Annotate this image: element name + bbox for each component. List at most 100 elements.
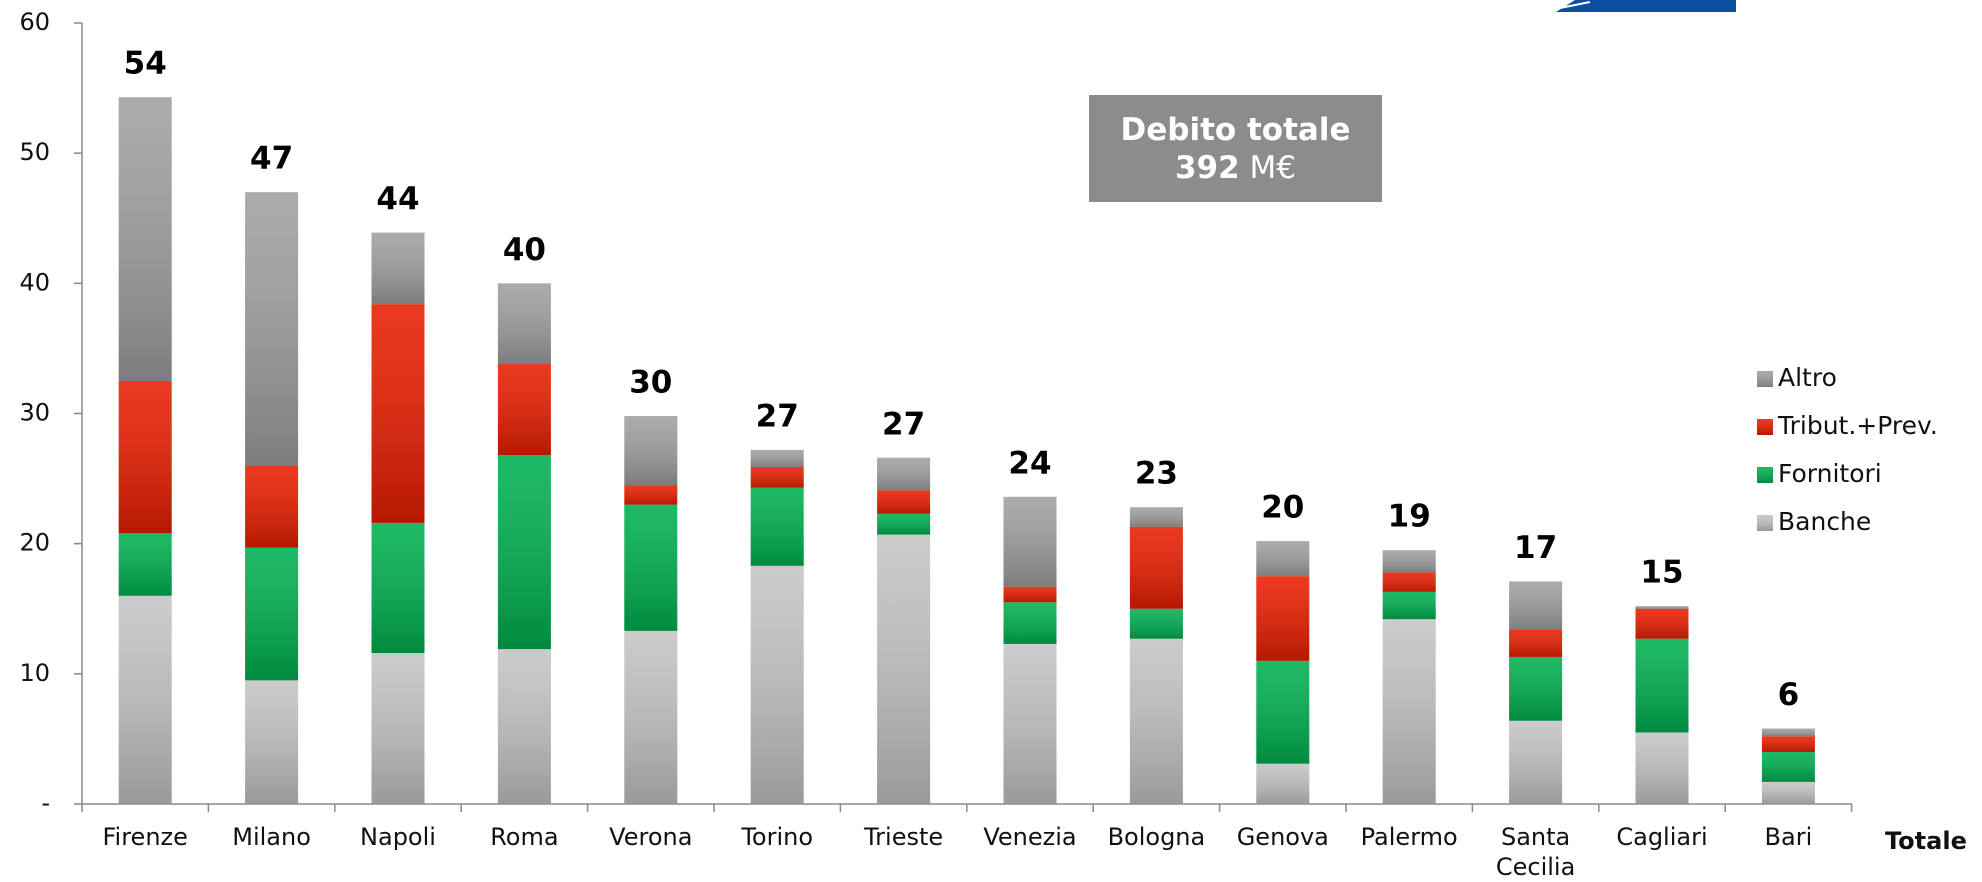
total-axis-label: Totale (1885, 827, 1967, 855)
bar-shade (1761, 736, 1815, 752)
bar-shade (750, 466, 804, 488)
x-tick-label: Bari (1764, 823, 1813, 851)
bar-shade (245, 680, 299, 804)
bar-shade (1509, 720, 1563, 804)
x-tick-label: Milano (232, 823, 311, 851)
legend-label: Banche (1778, 507, 1871, 536)
bar-shade (1761, 751, 1815, 782)
total-label: 30 (629, 365, 672, 401)
legend-label: Fornitori (1778, 459, 1882, 488)
x-tick-label: Cagliari (1616, 823, 1708, 851)
bar-shade (497, 649, 551, 804)
y-tick-label: 20 (19, 529, 50, 557)
bar-shade (1003, 602, 1057, 644)
annotation-value: 392 (1174, 149, 1240, 186)
bar-shade (371, 304, 425, 523)
legend-label: Tribut.+Prev. (1777, 411, 1938, 440)
bar-shade (1256, 660, 1310, 764)
bar-shade (1761, 781, 1815, 804)
legend-swatch-shade (1757, 515, 1773, 531)
y-tick-label: 40 (19, 268, 50, 296)
x-tick-label: Firenze (102, 823, 188, 851)
bar-shade (624, 485, 678, 505)
x-tick-label: Venezia (983, 823, 1077, 851)
x-tick-label: Verona (609, 823, 693, 851)
bar-shade (1761, 728, 1815, 737)
legend-swatch-shade (1757, 419, 1773, 435)
y-tick-label: - (41, 789, 50, 817)
total-label: 54 (124, 46, 167, 82)
bar-shade (1509, 581, 1563, 630)
annotation-title: Debito totale (1120, 111, 1351, 148)
bar-shade (497, 283, 551, 365)
bar-shade (624, 416, 678, 486)
bar-shade (750, 487, 804, 566)
bar-shade (1635, 638, 1689, 733)
bar-shade (1635, 606, 1689, 609)
bar-shade (624, 630, 678, 804)
total-label: 23 (1135, 456, 1178, 492)
annotation-unit: M€ (1249, 149, 1297, 186)
x-tick-label: Torino (741, 823, 814, 851)
bar-shade (118, 595, 172, 804)
total-label: 40 (503, 232, 546, 268)
bar-shade (1635, 608, 1689, 639)
total-label: 17 (1514, 530, 1557, 566)
total-label: 47 (250, 141, 293, 177)
bar-shade (1509, 629, 1563, 657)
x-tick-label: Roma (490, 823, 559, 851)
bar-shade (1129, 638, 1183, 804)
x-tick-label: Napoli (360, 823, 436, 851)
bar-shade (1635, 732, 1689, 804)
x-tick-label: Trieste (864, 823, 944, 851)
total-label: 44 (376, 181, 419, 217)
bar-shade (1382, 550, 1436, 573)
bar-shade (497, 364, 551, 456)
bar-shade (371, 653, 425, 804)
bar-shade (1003, 586, 1057, 603)
x-tick-label: Bologna (1107, 823, 1206, 851)
bar-shade (1256, 576, 1310, 661)
bar-shade (1256, 763, 1310, 804)
x-tick-label: Santa Cecilia (1495, 823, 1576, 881)
bar-shade (877, 490, 931, 514)
y-tick-label: 60 (19, 8, 50, 36)
bar-shade (1003, 643, 1057, 804)
bar-shade (1256, 541, 1310, 577)
x-tick-label: Genova (1236, 823, 1329, 851)
annotation-box: Debito totale 392 M€ (1089, 95, 1382, 202)
bar-shade (750, 449, 804, 467)
bar-shade (497, 455, 551, 650)
bar-shade (118, 97, 172, 381)
y-tick-label: 10 (19, 659, 50, 687)
total-label: 24 (1008, 445, 1051, 481)
bar-shade (1382, 572, 1436, 592)
logo-stripe (1559, 1, 1591, 9)
total-label: 6 (1778, 677, 1800, 713)
bar-shade (371, 232, 425, 305)
bar-shade (1129, 507, 1183, 527)
bar-shade (1509, 656, 1563, 721)
x-tick-label: Palermo (1360, 823, 1458, 851)
total-label: 19 (1388, 499, 1431, 535)
bar-shade (1003, 496, 1057, 587)
bar-shade (245, 547, 299, 681)
bar-shade (245, 192, 299, 466)
total-label: 20 (1261, 490, 1304, 526)
logo (1556, 0, 1736, 12)
y-tick-label: 50 (19, 138, 50, 166)
bar-shade (624, 504, 678, 631)
total-label: 27 (756, 398, 799, 434)
bar-shade (750, 565, 804, 804)
bar-shade (245, 465, 299, 548)
bar-shade (877, 513, 931, 535)
bar-shade (877, 534, 931, 804)
y-tick-label: 30 (19, 399, 50, 427)
legend-swatch-shade (1757, 467, 1773, 483)
bar-shade (371, 522, 425, 654)
total-label: 15 (1640, 555, 1683, 591)
bar-shade (1129, 526, 1183, 609)
legend-swatch-shade (1757, 371, 1773, 387)
